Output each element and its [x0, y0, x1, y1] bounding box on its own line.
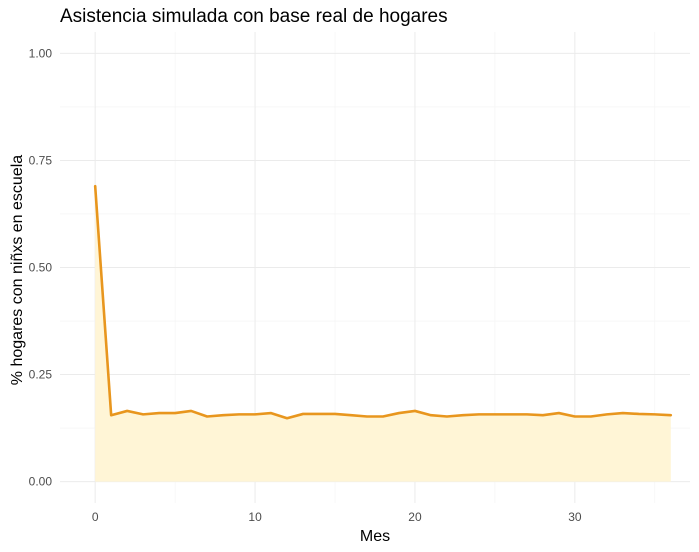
x-tick-label: 10	[248, 510, 262, 524]
series-area	[95, 186, 671, 482]
y-axis-title: % hogares con niñxs en escuela	[9, 155, 26, 385]
chart-title: Asistencia simulada con base real de hog…	[60, 6, 448, 27]
y-tick-label: 1.00	[29, 46, 53, 60]
line-layer	[93, 184, 673, 420]
y-axis-ticks: 0.00 0.25 0.50 0.75 1.00	[29, 46, 53, 488]
x-axis-title: Mes	[360, 528, 390, 545]
y-tick-label: 0.25	[29, 368, 53, 382]
x-tick-label: 20	[408, 510, 422, 524]
series-line	[93, 184, 673, 420]
x-tick-label: 0	[92, 510, 99, 524]
y-tick-label: 0.50	[29, 261, 53, 275]
area-layer	[95, 186, 671, 482]
x-tick-label: 30	[568, 510, 582, 524]
x-axis-ticks: 0 10 20 30	[92, 510, 582, 524]
y-tick-label: 0.75	[29, 153, 53, 167]
y-tick-label: 0.00	[29, 475, 53, 489]
